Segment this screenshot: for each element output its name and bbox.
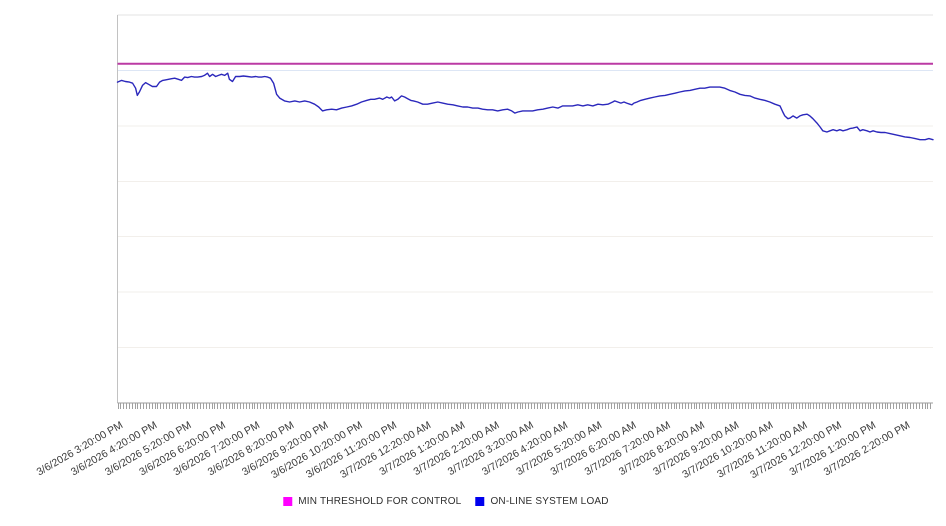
- load-line: [116, 72, 934, 141]
- chart-legend: MIN THRESHOLD FOR CONTROL ON-LINE SYSTEM…: [283, 496, 609, 507]
- legend-color-swatch-magenta: [283, 497, 293, 506]
- legend-item-system-load[interactable]: ON-LINE SYSTEM LOAD: [475, 496, 609, 507]
- legend-item-min-threshold[interactable]: MIN THRESHOLD FOR CONTROL: [283, 496, 461, 507]
- legend-color-swatch-blue: [475, 497, 485, 506]
- legend-label-system-load: ON-LINE SYSTEM LOAD: [490, 496, 609, 507]
- legend-label-min-threshold: MIN THRESHOLD FOR CONTROL: [298, 496, 462, 507]
